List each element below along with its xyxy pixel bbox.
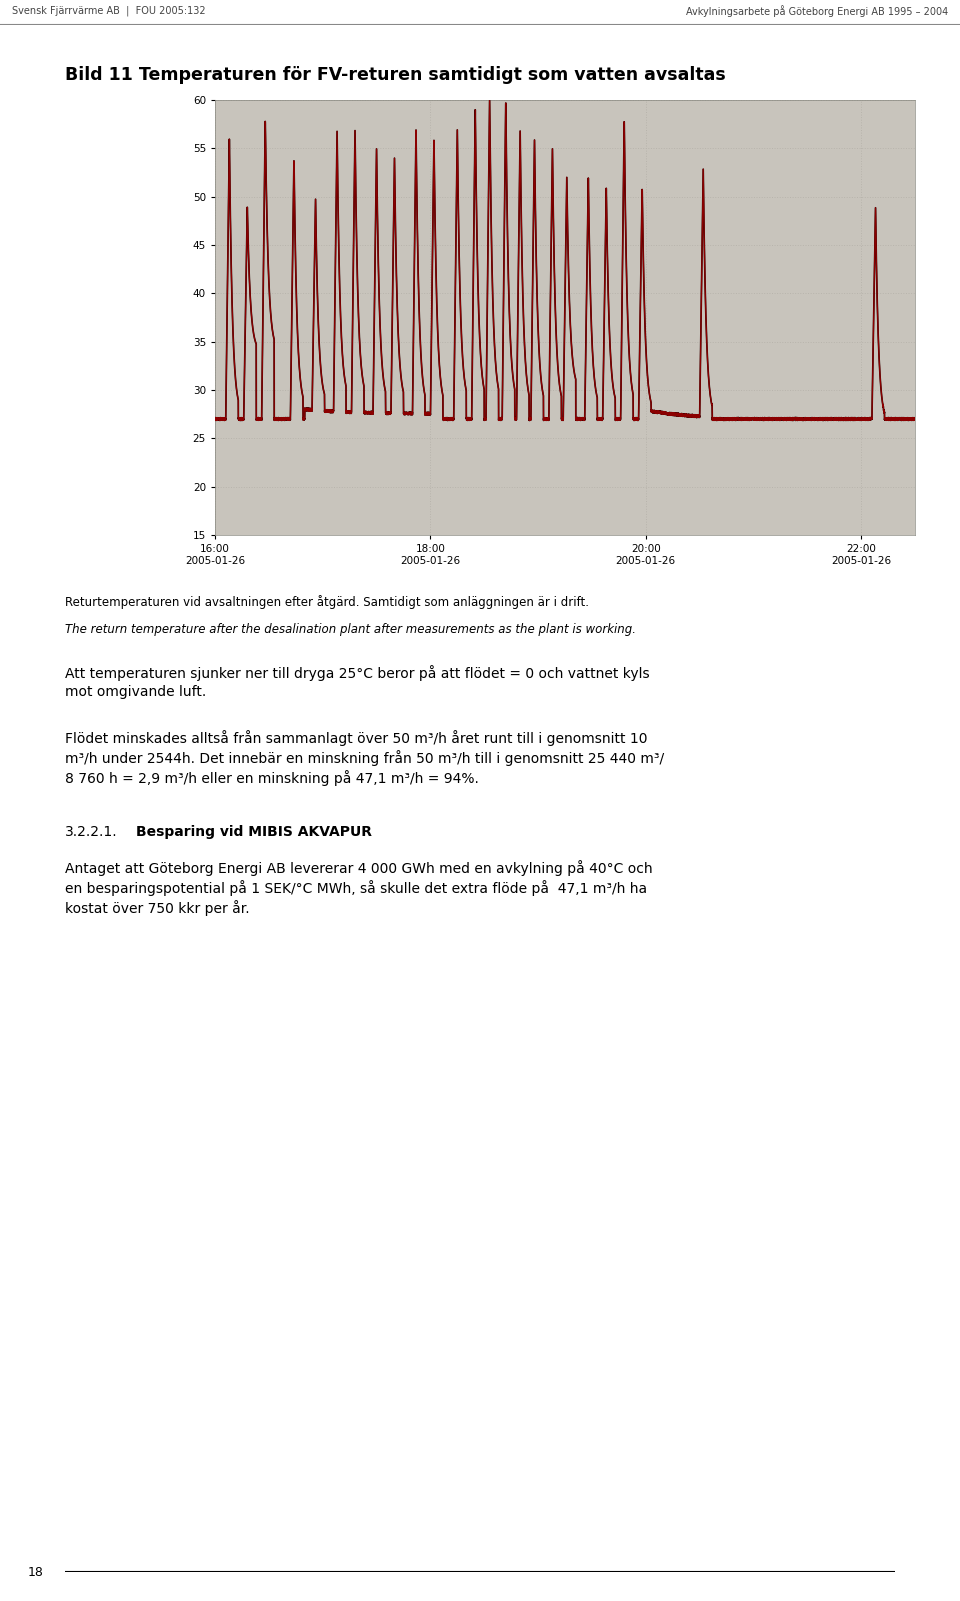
Text: 18: 18: [28, 1566, 44, 1579]
Text: Flödet minskades alltså från sammanlagt över 50 m³/h året runt till i genomsnitt: Flödet minskades alltså från sammanlagt …: [65, 730, 647, 746]
Text: Antaget att Göteborg Energi AB levererar 4 000 GWh med en avkylning på 40°C och: Antaget att Göteborg Energi AB levererar…: [65, 860, 653, 876]
Text: 8 760 h = 2,9 m³/h eller en minskning på 47,1 m³/h = 94%.: 8 760 h = 2,9 m³/h eller en minskning på…: [65, 770, 479, 786]
Text: mot omgivande luft.: mot omgivande luft.: [65, 685, 206, 700]
Text: Avkylningsarbete på Göteborg Energi AB 1995 – 2004: Avkylningsarbete på Göteborg Energi AB 1…: [686, 5, 948, 18]
Text: Svensk Fjärrvärme AB  |  FOU 2005:132: Svensk Fjärrvärme AB | FOU 2005:132: [12, 6, 205, 16]
Text: kostat över 750 kkr per år.: kostat över 750 kkr per år.: [65, 900, 250, 916]
Text: The return temperature after the desalination plant after measurements as the pl: The return temperature after the desalin…: [65, 623, 636, 636]
Text: Att temperaturen sjunker ner till dryga 25°C beror på att flödet = 0 och vattnet: Att temperaturen sjunker ner till dryga …: [65, 664, 650, 680]
Text: 3.2.2.1.: 3.2.2.1.: [65, 825, 118, 839]
Text: Returtemperaturen vid avsaltningen efter åtgärd. Samtidigt som anläggningen är i: Returtemperaturen vid avsaltningen efter…: [65, 596, 589, 608]
Text: Besparing vid MIBIS AKVAPUR: Besparing vid MIBIS AKVAPUR: [135, 825, 372, 839]
Text: m³/h under 2544h. Det innebär en minskning från 50 m³/h till i genomsnitt 25 440: m³/h under 2544h. Det innebär en minskni…: [65, 749, 664, 765]
Text: Bild 11 Temperaturen för FV-returen samtidigt som vatten avsaltas: Bild 11 Temperaturen för FV-returen samt…: [65, 66, 726, 83]
Text: en besparingspotential på 1 SEK/°C MWh, så skulle det extra flöde på  47,1 m³/h : en besparingspotential på 1 SEK/°C MWh, …: [65, 881, 647, 897]
